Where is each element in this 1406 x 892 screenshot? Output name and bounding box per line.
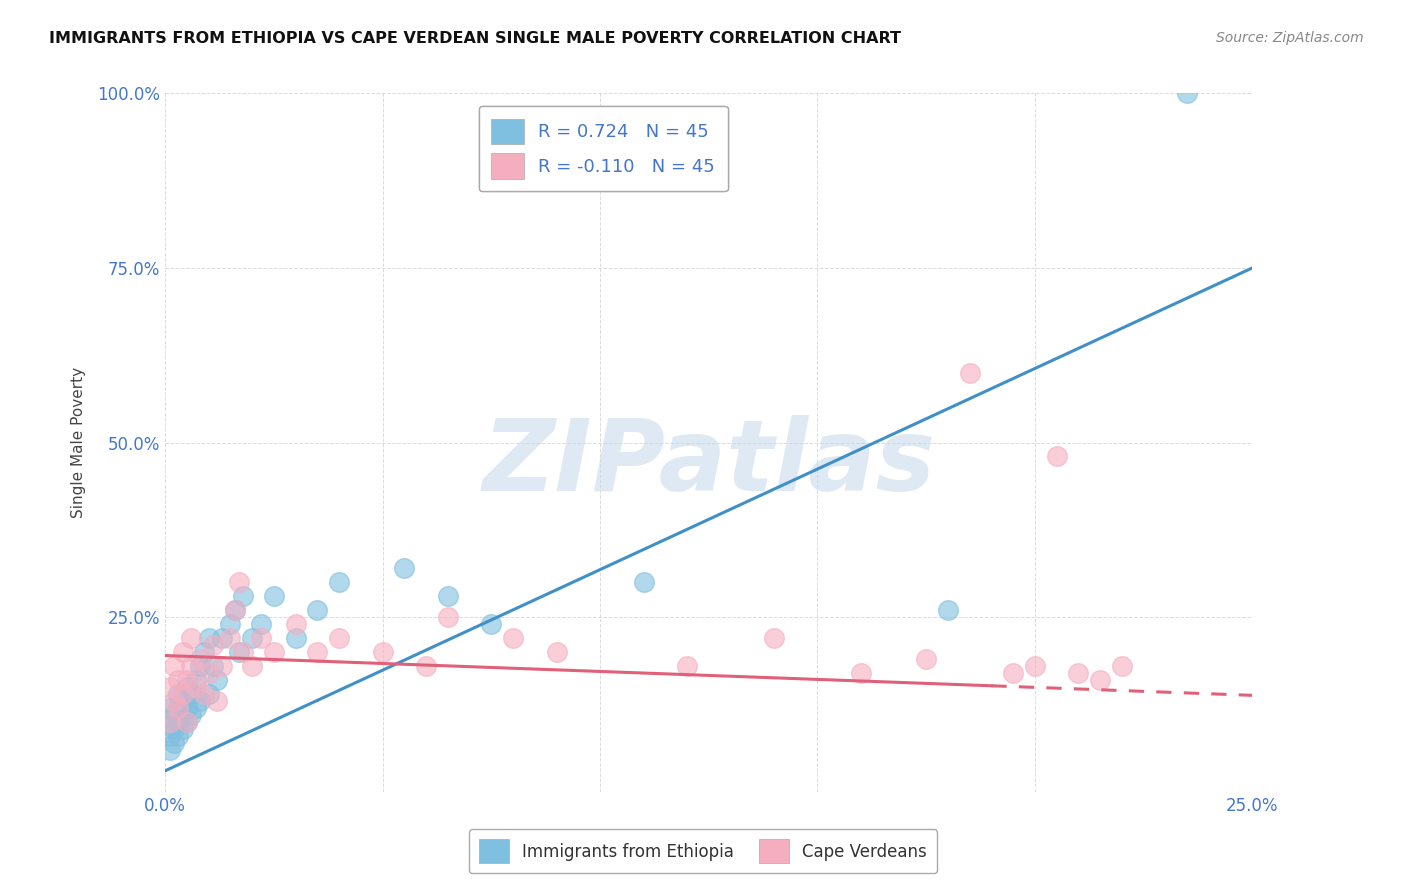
Point bbox=[202, 659, 225, 673]
Point bbox=[211, 631, 233, 645]
Point bbox=[167, 701, 190, 715]
Point bbox=[207, 673, 229, 687]
Point bbox=[159, 743, 181, 757]
Point bbox=[167, 714, 190, 729]
Point bbox=[167, 673, 190, 687]
Point bbox=[232, 645, 254, 659]
Point bbox=[415, 659, 437, 673]
Point bbox=[915, 652, 938, 666]
Point bbox=[180, 687, 202, 701]
Point bbox=[250, 617, 273, 632]
Point bbox=[1045, 450, 1067, 464]
Point bbox=[228, 575, 250, 590]
Point bbox=[188, 652, 211, 666]
Point bbox=[163, 707, 186, 722]
Text: ZIPatlas: ZIPatlas bbox=[482, 415, 935, 512]
Point bbox=[307, 645, 329, 659]
Point bbox=[263, 645, 285, 659]
Y-axis label: Single Male Poverty: Single Male Poverty bbox=[72, 367, 86, 518]
Point bbox=[219, 631, 242, 645]
Point bbox=[172, 707, 194, 722]
Point bbox=[172, 645, 194, 659]
Point bbox=[284, 631, 307, 645]
Point bbox=[211, 659, 233, 673]
Point bbox=[172, 694, 194, 708]
Point bbox=[224, 603, 246, 617]
Point bbox=[936, 603, 959, 617]
Point bbox=[328, 631, 350, 645]
Point bbox=[163, 659, 186, 673]
Point bbox=[1175, 87, 1198, 101]
Point bbox=[172, 687, 194, 701]
Point bbox=[479, 617, 502, 632]
Point bbox=[1002, 665, 1025, 680]
Point bbox=[184, 673, 207, 687]
Point bbox=[193, 645, 215, 659]
Point bbox=[328, 575, 350, 590]
Point bbox=[762, 631, 785, 645]
Point bbox=[224, 603, 246, 617]
Point bbox=[188, 694, 211, 708]
Point bbox=[159, 714, 181, 729]
Point bbox=[180, 659, 202, 673]
Point bbox=[163, 722, 186, 736]
Point bbox=[240, 659, 263, 673]
Point bbox=[167, 729, 190, 743]
Point bbox=[676, 659, 699, 673]
Point bbox=[1088, 673, 1111, 687]
Point bbox=[240, 631, 263, 645]
Text: IMMIGRANTS FROM ETHIOPIA VS CAPE VERDEAN SINGLE MALE POVERTY CORRELATION CHART: IMMIGRANTS FROM ETHIOPIA VS CAPE VERDEAN… bbox=[49, 31, 901, 46]
Point bbox=[180, 631, 202, 645]
Point bbox=[202, 638, 225, 652]
Point bbox=[197, 687, 219, 701]
Point bbox=[250, 631, 273, 645]
Point bbox=[159, 729, 181, 743]
Point bbox=[176, 701, 198, 715]
Point bbox=[633, 575, 655, 590]
Point bbox=[180, 707, 202, 722]
Text: Source: ZipAtlas.com: Source: ZipAtlas.com bbox=[1216, 31, 1364, 45]
Point bbox=[1024, 659, 1046, 673]
Point bbox=[184, 680, 207, 694]
Point bbox=[437, 589, 460, 603]
Point bbox=[176, 714, 198, 729]
Point bbox=[176, 680, 198, 694]
Point bbox=[959, 366, 981, 380]
Point bbox=[197, 665, 219, 680]
Point bbox=[228, 645, 250, 659]
Point bbox=[219, 617, 242, 632]
Point bbox=[176, 673, 198, 687]
Point bbox=[546, 645, 568, 659]
Point bbox=[207, 694, 229, 708]
Point bbox=[184, 701, 207, 715]
Point bbox=[437, 610, 460, 624]
Point bbox=[176, 714, 198, 729]
Point bbox=[232, 589, 254, 603]
Point bbox=[167, 701, 190, 715]
Point bbox=[163, 694, 186, 708]
Point bbox=[284, 617, 307, 632]
Point bbox=[1111, 659, 1133, 673]
Point bbox=[163, 736, 186, 750]
Point bbox=[197, 631, 219, 645]
Point bbox=[502, 631, 524, 645]
Point bbox=[159, 714, 181, 729]
Point bbox=[167, 687, 190, 701]
Point bbox=[263, 589, 285, 603]
Legend: Immigrants from Ethiopia, Cape Verdeans: Immigrants from Ethiopia, Cape Verdeans bbox=[468, 830, 938, 873]
Point bbox=[394, 561, 416, 575]
Point bbox=[307, 603, 329, 617]
Legend: R = 0.724   N = 45, R = -0.110   N = 45: R = 0.724 N = 45, R = -0.110 N = 45 bbox=[478, 106, 727, 191]
Point bbox=[849, 665, 872, 680]
Point bbox=[159, 701, 181, 715]
Point bbox=[188, 659, 211, 673]
Point bbox=[172, 722, 194, 736]
Point bbox=[371, 645, 394, 659]
Point bbox=[159, 680, 181, 694]
Point bbox=[193, 687, 215, 701]
Point bbox=[1067, 665, 1090, 680]
